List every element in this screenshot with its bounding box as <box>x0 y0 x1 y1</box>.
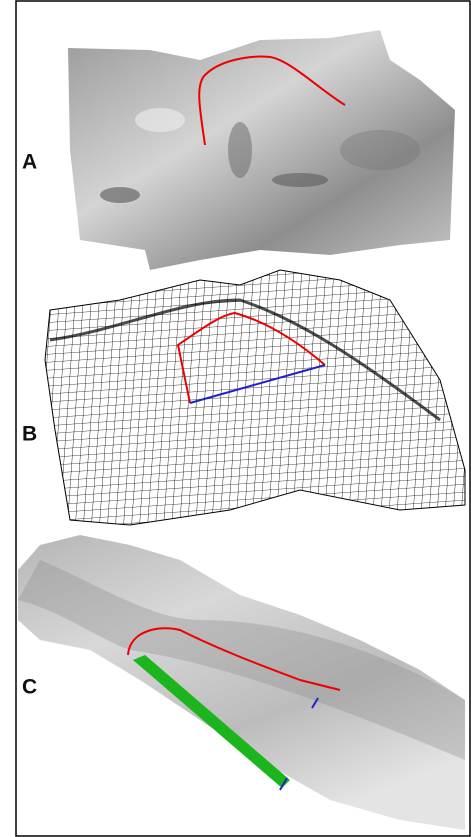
panel-c: C <box>18 535 465 830</box>
panel-a: A <box>22 30 455 270</box>
panel-b: B <box>22 270 465 525</box>
panel-label: C <box>22 676 37 699</box>
wireframe <box>45 270 465 525</box>
highlight <box>135 108 185 132</box>
panel-label: A <box>22 151 37 174</box>
shadow <box>340 130 420 170</box>
panel-label: B <box>22 423 37 446</box>
shadow <box>272 173 328 187</box>
figure: A B C <box>0 0 471 837</box>
shadow <box>228 122 252 178</box>
shadow <box>100 187 140 203</box>
